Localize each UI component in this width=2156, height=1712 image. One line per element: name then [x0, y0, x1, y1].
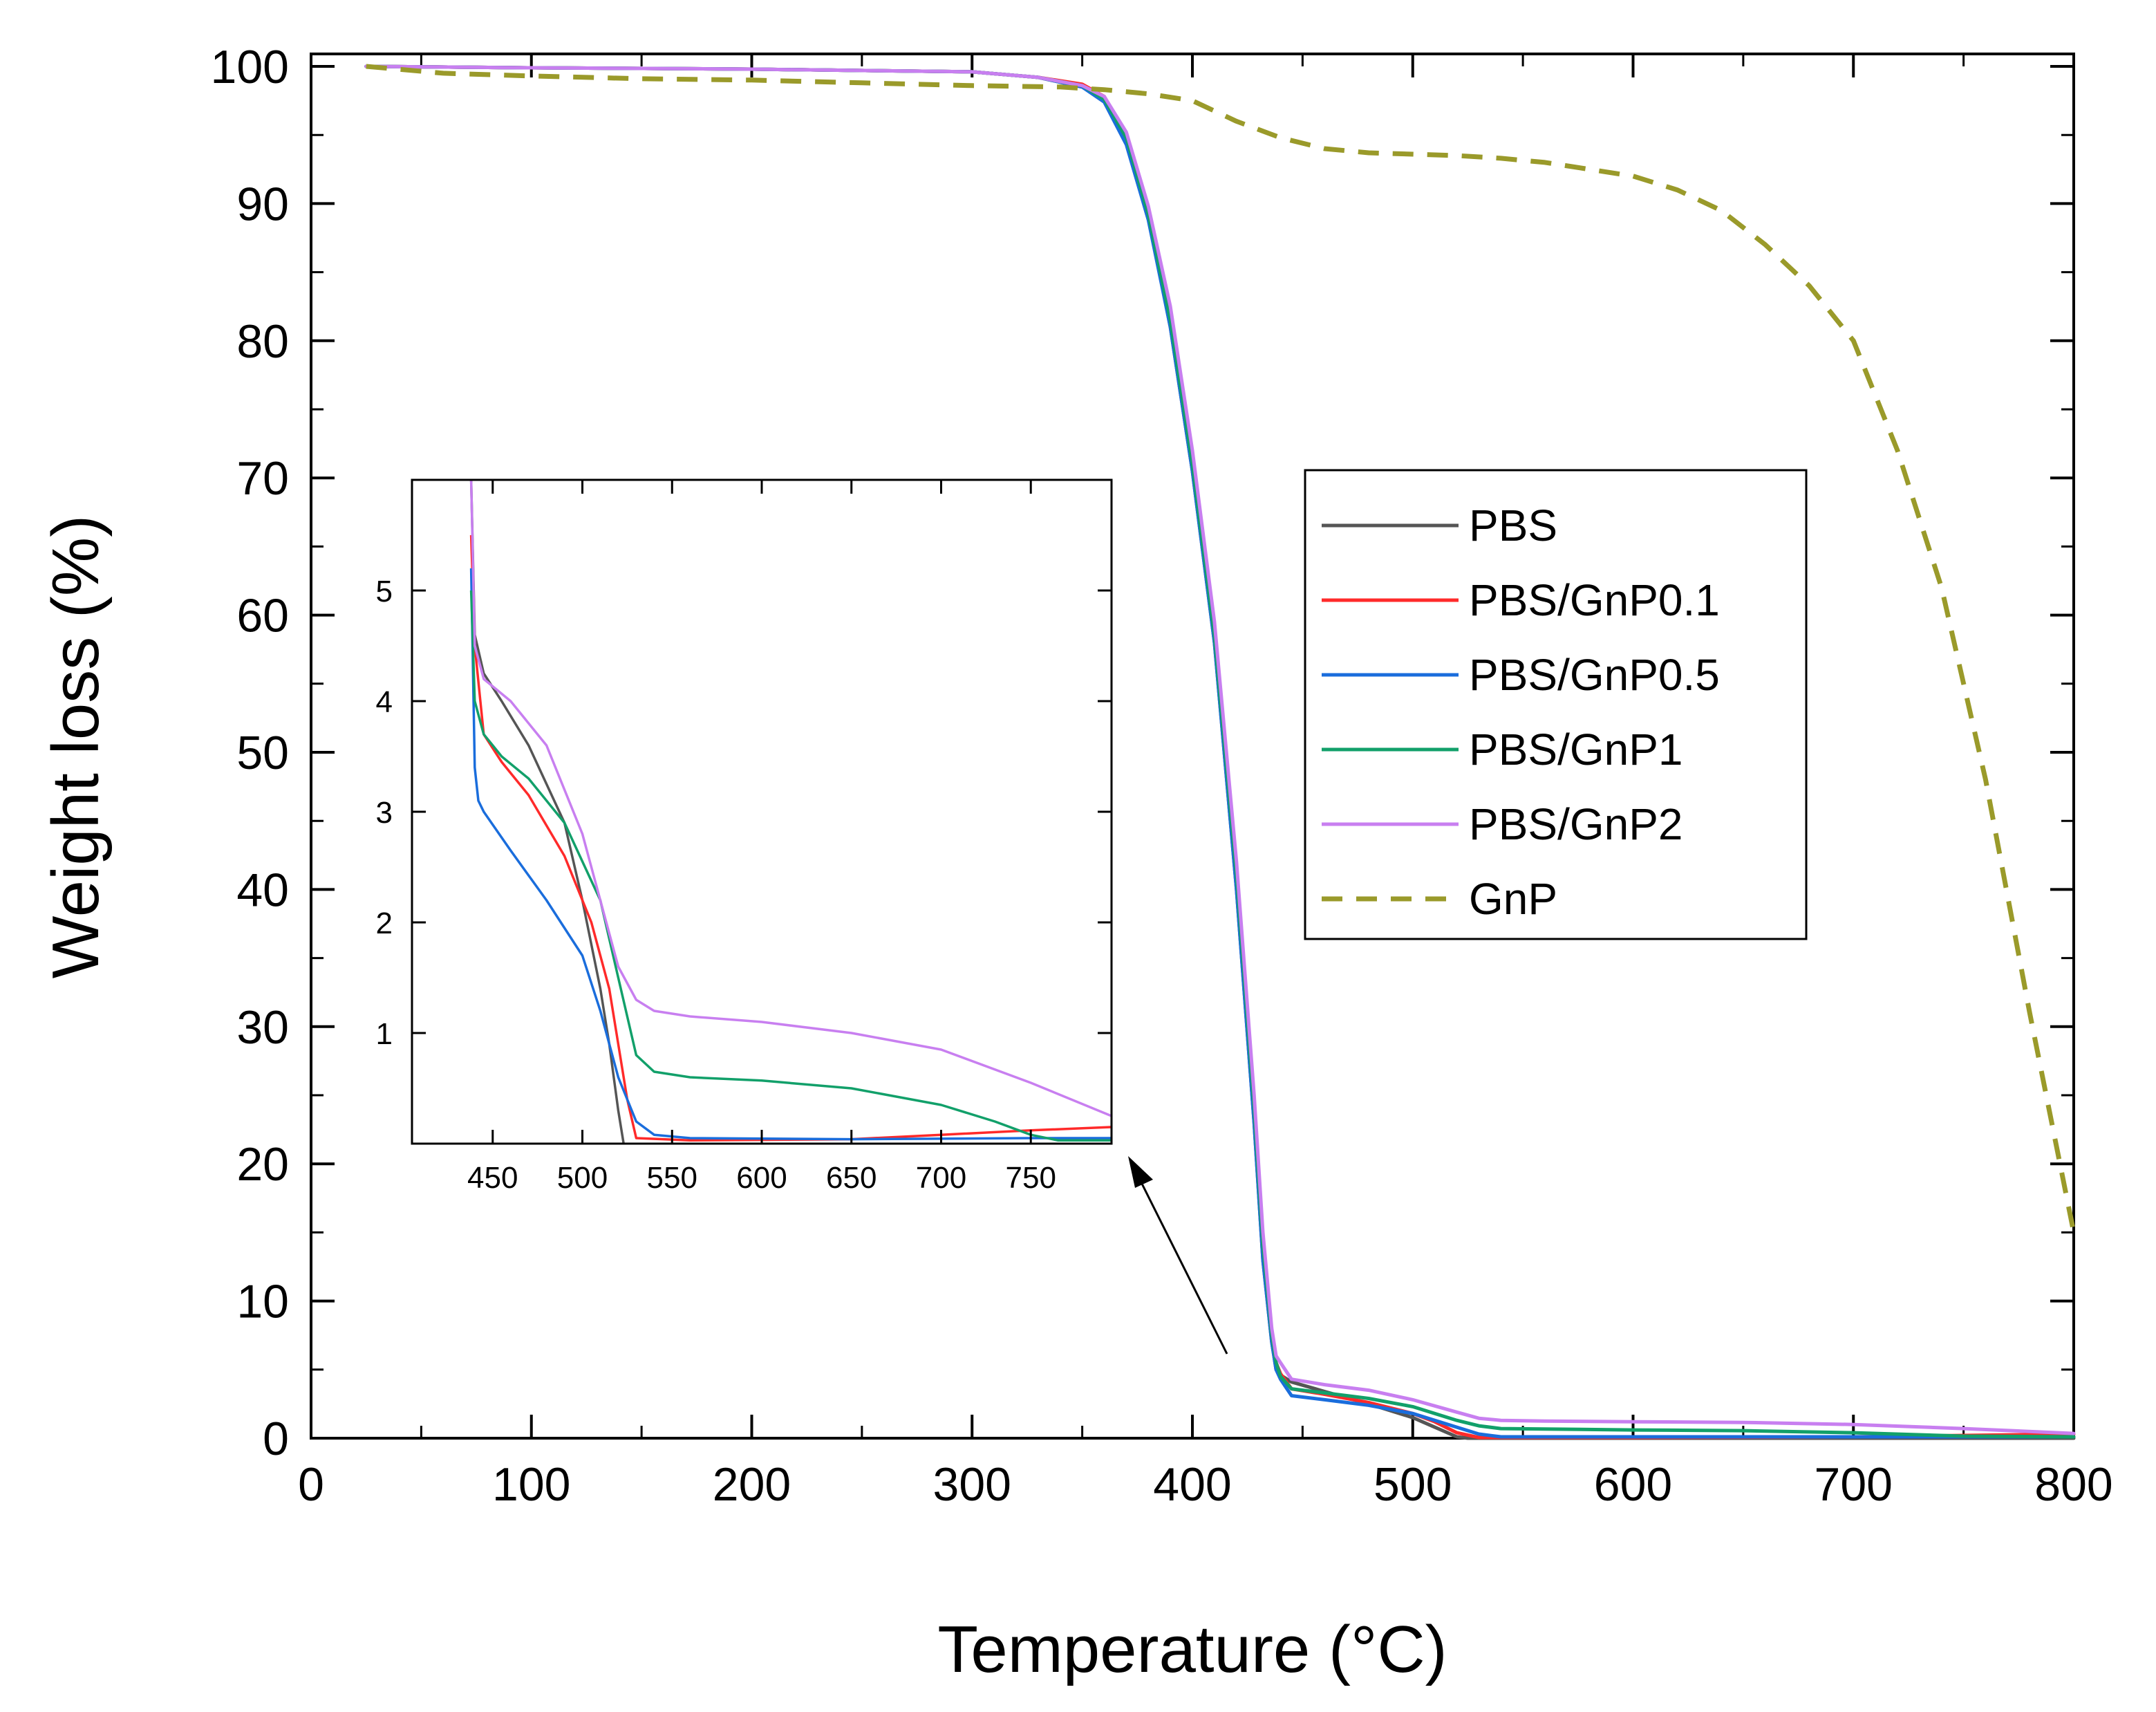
inset-y-tick-label: 5 — [376, 575, 393, 608]
series-line-pbs-gnp2 — [364, 64, 2076, 1435]
x-tick-label: 200 — [713, 1458, 791, 1511]
inset-background — [412, 480, 1112, 1144]
inset-y-tick-label: 4 — [376, 685, 393, 719]
inset-x-tick-label: 750 — [1006, 1161, 1056, 1195]
y-tick-label: 40 — [236, 864, 289, 916]
y-tick-label: 50 — [236, 727, 289, 779]
inset-y-tick-label: 3 — [376, 796, 393, 830]
legend-label-pbs-gnp1: PBS/GnP1 — [1469, 725, 1683, 774]
x-tick-label: 0 — [298, 1458, 324, 1511]
inset-tick-labels: 450 500 550 600 650 700 750 1 2 3 4 5 — [376, 575, 1056, 1195]
legend-items: PBS PBS/GnP0.1 PBS/GnP0.5 PBS/GnP1 PBS/GnP2 G… — [1322, 501, 1720, 924]
inset-x-tick-label: 550 — [647, 1161, 697, 1195]
inset-plot: 450 500 550 600 650 700 750 1 2 3 4 5 — [376, 478, 1113, 1195]
legend-label-pbs-gnp0-5: PBS/GnP0.5 — [1469, 650, 1720, 700]
inset-pointer-arrow — [1128, 1156, 1228, 1355]
x-tick-label: 800 — [2034, 1458, 2112, 1511]
y-tick-label: 60 — [236, 590, 289, 642]
x-axis-title: Temperature (°C) — [937, 1612, 1447, 1686]
y-tick-label: 30 — [236, 1001, 289, 1054]
legend-label-pbs-gnp0-1: PBS/GnP0.1 — [1469, 575, 1720, 625]
inset-x-tick-label: 650 — [826, 1161, 877, 1195]
series-line-gnp — [366, 64, 2077, 1234]
legend-label-pbs-gnp2: PBS/GnP2 — [1469, 799, 1683, 849]
inset-series-line-pbs-gnp1 — [469, 590, 1112, 1142]
x-tick-label: 300 — [933, 1458, 1011, 1511]
legend-label-pbs: PBS — [1469, 501, 1557, 550]
inset-series-group — [469, 480, 1112, 1144]
main-plot: 0 100 200 300 400 500 600 700 800 0 10 20 30 40 50 60 70… — [39, 41, 2113, 1686]
x-tick-label: 700 — [1815, 1458, 1893, 1511]
inset-x-tick-label: 500 — [557, 1161, 608, 1195]
inset-series-line-pbs-gnp2 — [469, 480, 1112, 1117]
y-tick-label: 70 — [236, 452, 289, 505]
y-tick-label: 0 — [263, 1413, 289, 1465]
x-tick-label: 600 — [1594, 1458, 1672, 1511]
inset-y-tick-label: 1 — [376, 1017, 393, 1051]
inset-x-tick-label: 450 — [467, 1161, 518, 1195]
main-ticks — [310, 54, 2075, 1440]
y-axis-title: Weight loss (%) — [39, 515, 113, 978]
x-tick-label: 500 — [1374, 1458, 1452, 1511]
inset-x-tick-label: 700 — [916, 1161, 966, 1195]
legend-label-gnp: GnP — [1469, 874, 1557, 924]
x-tick-label: 100 — [492, 1458, 570, 1511]
y-tick-label: 80 — [236, 315, 289, 368]
inset-series-line-pbs-gnp0-5 — [469, 568, 1112, 1141]
inset-series — [469, 480, 1112, 1144]
legend-box — [1304, 469, 1808, 940]
legend: PBS PBS/GnP0.1 PBS/GnP0.5 PBS/GnP1 PBS/GnP2 G… — [1304, 469, 1808, 940]
y-tick-label: 10 — [236, 1276, 289, 1328]
y-tick-label: 100 — [211, 41, 289, 93]
y-tick-label: 20 — [236, 1138, 289, 1191]
inset-ticks — [412, 480, 1112, 1144]
y-tick-label: 90 — [236, 178, 289, 230]
inset-x-tick-label: 600 — [736, 1161, 787, 1195]
main-series — [364, 64, 2077, 1440]
inset-y-tick-label: 2 — [376, 906, 393, 940]
main-tick-labels: 0 100 200 300 400 500 600 700 800 0 10 20 30 40 50 60 70… — [211, 41, 2113, 1511]
inset-series-line-pbs-gnp0-1 — [469, 534, 1112, 1142]
x-tick-label: 400 — [1153, 1458, 1231, 1511]
